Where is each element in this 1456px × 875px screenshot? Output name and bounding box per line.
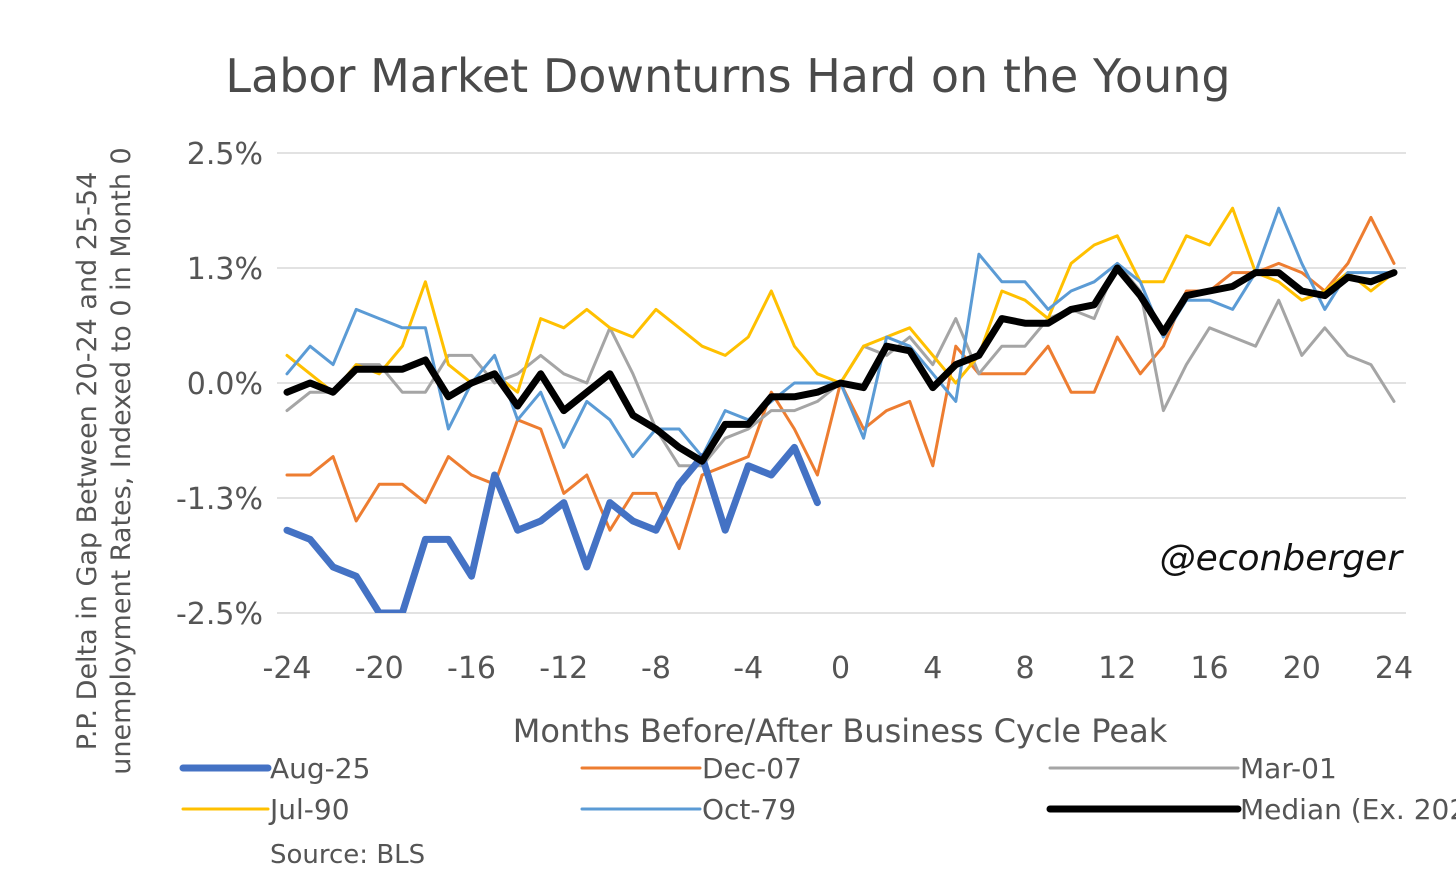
x-tick-label: -16 xyxy=(447,651,496,686)
legend-label-median-ex-2025: Median (Ex. 2025) xyxy=(1240,793,1456,826)
x-tick-label: -8 xyxy=(641,651,671,686)
x-tick-label: 12 xyxy=(1098,651,1136,686)
y-tick-label: -2.5% xyxy=(176,597,263,632)
y-axis-label-line-2: unemployment Rates, Indexed to 0 in Mont… xyxy=(106,147,137,774)
series-lines xyxy=(283,206,1398,613)
y-tick-label: 0.0% xyxy=(187,367,263,402)
x-tick-label: 24 xyxy=(1375,651,1413,686)
series-line-aug-25 xyxy=(283,443,821,613)
x-axis-label: Months Before/After Business Cycle Peak xyxy=(513,712,1168,750)
legend: Aug-25 Dec-07 Mar-01 Jul-90 Oct-79 Median (Ex… xyxy=(179,752,1456,826)
y-axis-label: P.P. Delta in Gap Between 20-24 and 25-5… xyxy=(72,147,137,774)
series-line-median-ex-2025 xyxy=(283,264,1398,465)
legend-label-jul-90: Jul-90 xyxy=(268,793,350,826)
x-tick-label: -20 xyxy=(355,651,404,686)
legend-label-dec-07: Dec-07 xyxy=(702,752,802,785)
source-note: Source: BLS xyxy=(270,840,425,870)
x-tick-label: 8 xyxy=(1015,651,1034,686)
y-axis-ticks: 2.5% 1.3% 0.0% -1.3% -2.5% xyxy=(176,137,263,632)
y-tick-label: 2.5% xyxy=(187,137,263,172)
watermark: @econberger xyxy=(1160,538,1405,579)
x-tick-label: 4 xyxy=(923,651,942,686)
x-tick-label: -24 xyxy=(263,651,312,686)
legend-label-oct-79: Oct-79 xyxy=(702,793,796,826)
x-tick-label: 0 xyxy=(831,651,850,686)
chart-title: Labor Market Downturns Hard on the Young xyxy=(225,49,1230,103)
legend-label-mar-01: Mar-01 xyxy=(1240,752,1337,785)
y-tick-label: 1.3% xyxy=(187,252,263,287)
y-tick-label: -1.3% xyxy=(176,482,263,517)
x-tick-label: -4 xyxy=(733,651,763,686)
x-tick-label: 16 xyxy=(1190,651,1228,686)
legend-label-aug-25: Aug-25 xyxy=(270,752,370,785)
x-tick-label: 20 xyxy=(1283,651,1321,686)
x-tick-label: -12 xyxy=(539,651,588,686)
x-axis-ticks: -24 -20 -16 -12 -8 -4 0 4 8 12 16 20 24 xyxy=(263,651,1414,686)
y-axis-label-line-1: P.P. Delta in Gap Between 20-24 and 25-5… xyxy=(72,172,103,751)
